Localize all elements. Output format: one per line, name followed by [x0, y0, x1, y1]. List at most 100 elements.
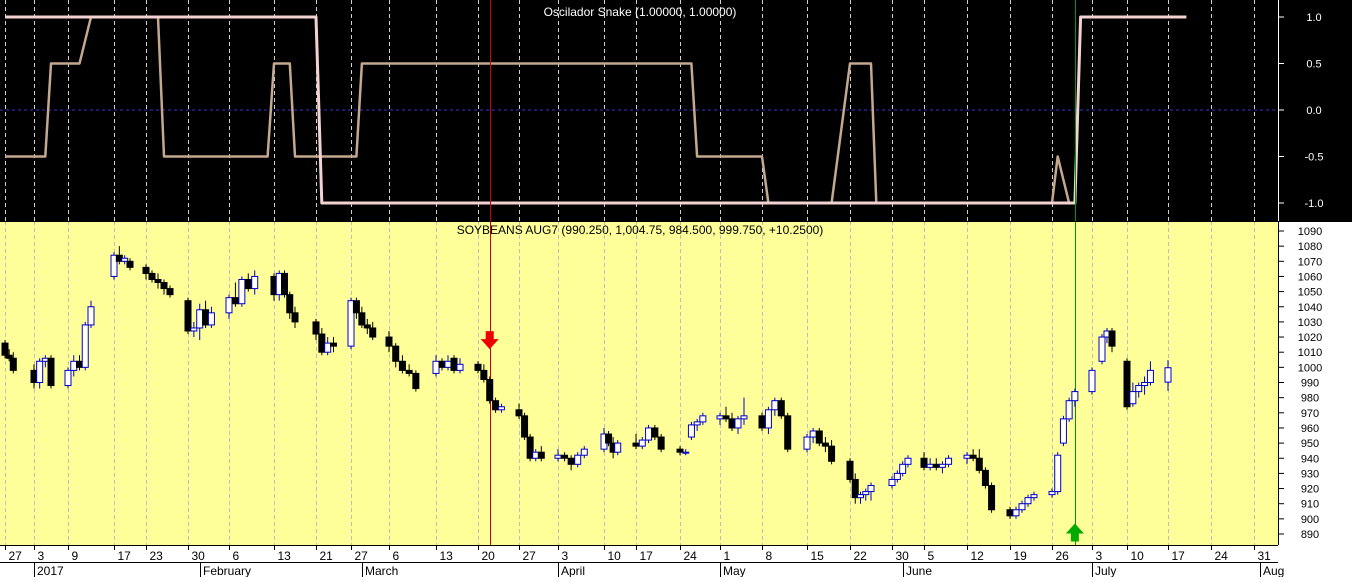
candle-body: [945, 457, 953, 465]
candle-body: [728, 418, 736, 429]
price-tick-label: 1080: [1298, 241, 1322, 253]
candle-body: [1123, 360, 1131, 408]
oscillator-background: [0, 0, 1352, 221]
candle-body: [1048, 491, 1056, 496]
candle-body: [926, 463, 934, 468]
candle-body: [369, 327, 377, 338]
candle-body: [110, 254, 118, 277]
x-axis-day-label: 9: [72, 549, 79, 563]
candle-body: [988, 485, 996, 511]
price-tick-label: 1090: [1298, 226, 1322, 238]
candle-body: [497, 406, 505, 411]
price-tick-label: 960: [1301, 423, 1319, 435]
candle-body: [1, 342, 9, 356]
candle-body: [981, 469, 989, 487]
candle-body: [36, 360, 44, 384]
candle-body: [330, 342, 337, 347]
oscillator-title: Oscilador Snake (1.00000, 1.00000): [544, 5, 737, 19]
price-tick-label: 990: [1301, 378, 1319, 390]
candle-body: [920, 457, 928, 468]
candle-body: [828, 445, 836, 462]
x-axis-day-label: 10: [608, 549, 622, 563]
x-axis-day-label: 10: [1131, 549, 1145, 563]
candle-body: [244, 278, 252, 290]
candle-body: [1006, 509, 1014, 517]
candle-body: [716, 415, 724, 420]
candle-body: [651, 427, 659, 438]
candle-body: [638, 439, 646, 447]
candle-body: [318, 333, 326, 353]
price-tick-label: 890: [1301, 529, 1319, 541]
sell-arrow-icon: [480, 331, 499, 350]
x-axis-day-label: 6: [393, 549, 400, 563]
x-axis-day-label: 24: [684, 549, 698, 563]
candle-body: [567, 457, 575, 465]
candle-body: [605, 433, 613, 444]
oscillator-series-line: [5, 15, 1187, 205]
candle-body: [5, 354, 13, 359]
candle-body: [771, 400, 779, 411]
x-axis-day-label: 1: [724, 549, 731, 563]
oscillator-tick-label: -1.0: [1305, 198, 1324, 210]
candle-body: [758, 415, 766, 429]
x-axis-day-label: 20: [482, 549, 496, 563]
candle-body: [196, 309, 204, 329]
candle-body: [722, 415, 730, 420]
x-axis-day-label: 26: [1056, 549, 1070, 563]
candle-body: [963, 454, 971, 459]
candle-body: [70, 360, 78, 371]
buy-arrow-icon: [1065, 523, 1084, 542]
candle-body: [515, 409, 523, 417]
x-axis-day-label: 5: [928, 549, 935, 563]
x-axis-day-label: 6: [233, 549, 240, 563]
price-tick-label: 1020: [1298, 332, 1322, 344]
x-axis-day-label: 17: [118, 549, 132, 563]
candle-body: [614, 442, 622, 453]
x-axis-month-label: April: [561, 564, 585, 577]
candle-body: [1141, 382, 1149, 387]
candle-body: [405, 369, 413, 374]
oscillator-tick-label: 0.5: [1306, 59, 1321, 71]
candle-body: [574, 454, 582, 465]
x-axis-day-label: 19: [1014, 549, 1028, 563]
candle-body: [1146, 369, 1154, 384]
candle-body: [456, 363, 464, 371]
candle-body: [438, 360, 446, 368]
x-axis-day-label: 22: [854, 549, 868, 563]
x-axis-day-label: 17: [640, 549, 654, 563]
candle-body: [358, 312, 366, 326]
candle-body: [450, 357, 458, 371]
candle-body: [893, 472, 901, 480]
candle-body: [1098, 336, 1106, 362]
x-axis-day-label: 3: [562, 549, 569, 563]
candle-body: [1012, 509, 1020, 517]
candle-body: [687, 424, 695, 438]
x-axis-month-label: March: [365, 564, 398, 577]
price-tick-label: 1040: [1298, 302, 1322, 314]
candle-body: [969, 454, 977, 459]
candle-body: [47, 357, 55, 387]
candle-body: [1030, 494, 1038, 499]
candle-body: [554, 454, 562, 459]
candle-body: [324, 342, 332, 353]
price-tick-label: 1060: [1298, 271, 1322, 283]
x-axis-day-label: 3: [38, 549, 45, 563]
candle-body: [312, 321, 320, 335]
candle-body: [561, 454, 569, 459]
candle-body: [803, 436, 811, 450]
candle-body: [432, 360, 440, 374]
candle-body: [238, 278, 246, 305]
candle-body: [1129, 391, 1137, 405]
price-background: [0, 221, 1278, 545]
x-axis-day-label: 13: [278, 549, 292, 563]
candle-body: [851, 478, 859, 499]
grid-layer: [5, 0, 1255, 545]
x-axis-day-label: 27: [523, 549, 537, 563]
price-tick-label: 900: [1301, 514, 1319, 526]
oscillator-tick-label: 0.0: [1306, 105, 1321, 117]
candle-body: [81, 324, 89, 368]
candle-body: [682, 451, 690, 454]
candle-body: [938, 463, 946, 468]
